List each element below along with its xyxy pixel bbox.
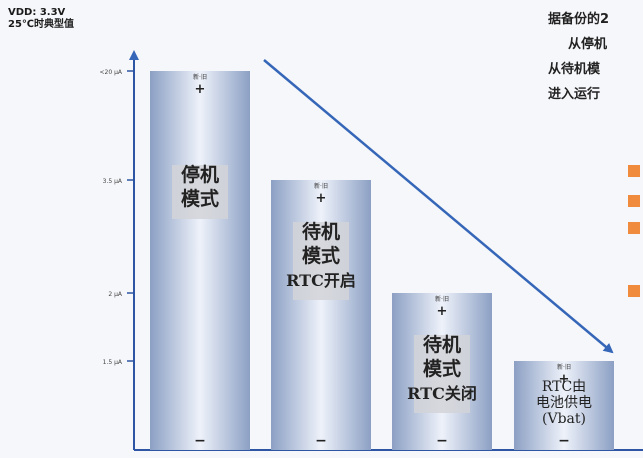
right-text-line-4: 进入运行 (548, 87, 601, 102)
bar-minus-sign: − (194, 433, 206, 449)
bar (150, 71, 250, 450)
bar-top-label: 新·旧 (193, 73, 207, 81)
bar-category-label: 模式 (302, 244, 340, 267)
bullet-icon (628, 285, 640, 297)
bar-category-label: RTC关闭 (407, 384, 477, 403)
bar-category-label: 电池供电 (536, 395, 592, 411)
bullet-icon (628, 195, 640, 207)
bar-category-label: 待机 (423, 333, 461, 356)
typical-temp-label: 25℃时典型值 (8, 19, 75, 30)
bar-category-label: 模式 (423, 357, 461, 380)
bar-minus-sign: − (315, 433, 327, 449)
bar-plus-sign: + (437, 304, 448, 319)
right-text-line-3: 从待机模 (548, 62, 601, 77)
bullet-icon (628, 222, 640, 234)
y-tick-label: <20 μA (100, 69, 123, 76)
bar-plus-sign: + (316, 191, 327, 206)
bar-label-box (172, 165, 228, 219)
bar-top-label: 新·旧 (435, 295, 449, 303)
right-text-line-2: 从停机 (568, 37, 608, 52)
bullet-icon (628, 165, 640, 177)
bar-label-box (414, 335, 470, 413)
bar-category-label: RTC由 (542, 379, 586, 395)
bar-minus-sign: − (558, 433, 570, 449)
bar-category-label: 模式 (181, 187, 219, 210)
bar-category-label: RTC开启 (286, 271, 356, 290)
bar (514, 361, 614, 450)
bar-plus-sign: + (195, 82, 206, 97)
supply-voltage-label: VDD: 3.3V (8, 7, 66, 18)
bar-plus-sign: + (559, 372, 570, 387)
trend-arrow (263, 59, 614, 354)
right-text-line-1: 据备份的2 (548, 12, 610, 27)
y-tick-label: 2 μA (108, 291, 123, 298)
y-tick-label: 3.5 μA (103, 178, 123, 185)
bar-label-box (293, 222, 349, 300)
bar-minus-sign: − (436, 433, 448, 449)
bar-category-label: (Vbat) (542, 411, 586, 427)
bar-top-label: 新·旧 (557, 363, 571, 371)
bar-category-label: 待机 (302, 220, 340, 243)
bar-category-label: 停机 (181, 163, 219, 186)
y-tick-label: 1.5 μA (103, 359, 123, 366)
bar-top-label: 新·旧 (314, 182, 328, 190)
